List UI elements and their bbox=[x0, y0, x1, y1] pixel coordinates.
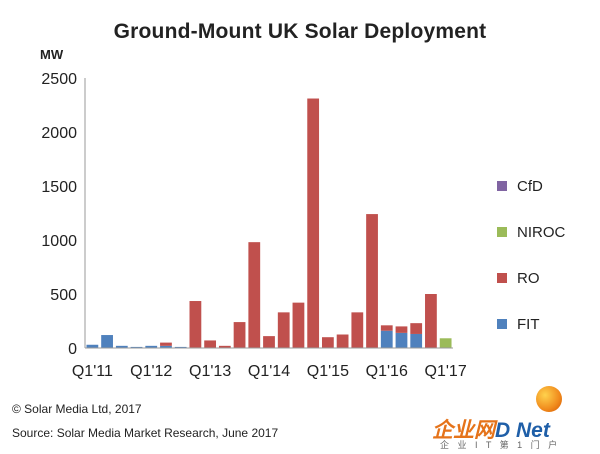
bar-segment-fit bbox=[86, 344, 99, 348]
x-tick-label: Q1'13 bbox=[189, 363, 231, 380]
y-tick-label: 1500 bbox=[41, 179, 77, 196]
bar-segment-fit bbox=[395, 332, 408, 348]
legend-item-cfd: CfD bbox=[497, 176, 543, 196]
bar-segment-ro bbox=[336, 334, 349, 348]
legend-item-ro: RO bbox=[497, 268, 540, 288]
watermark-wordmark: 企业网D Net bbox=[432, 414, 550, 444]
chart-title: Ground-Mount UK Solar Deployment bbox=[113, 20, 487, 43]
x-tick-label: Q1'15 bbox=[307, 363, 349, 380]
x-tick-label: Q1'17 bbox=[425, 363, 467, 380]
legend-swatch-niroc bbox=[497, 227, 507, 237]
bar-segment-fit bbox=[160, 345, 172, 348]
bar-segment-fit bbox=[115, 345, 128, 348]
bar-segment-ro bbox=[292, 302, 305, 348]
bar-segment-ro bbox=[410, 323, 423, 334]
legend-label-ro: RO bbox=[517, 269, 540, 287]
bar-segment-fit bbox=[130, 346, 143, 348]
bar-segment-fit bbox=[380, 330, 393, 348]
bar-segment-ro bbox=[248, 242, 261, 348]
x-tick-label: Q1'14 bbox=[248, 363, 290, 380]
y-tick-label: 2500 bbox=[41, 71, 77, 88]
y-axis-unit-label: MW bbox=[40, 47, 64, 62]
y-tick-label: 1000 bbox=[41, 233, 77, 250]
source-note: Source: Solar Media Market Research, Jun… bbox=[12, 426, 279, 440]
bar-segment-fit bbox=[410, 333, 423, 348]
legend-label-fit: FIT bbox=[517, 315, 540, 333]
bar-segment-fit bbox=[174, 346, 187, 348]
bar-segment-ro bbox=[233, 322, 246, 348]
bar-segment-ro bbox=[366, 214, 378, 348]
bar-segment-ro bbox=[160, 342, 172, 346]
y-tick-label: 2000 bbox=[41, 125, 77, 142]
globe-icon bbox=[536, 386, 562, 412]
watermark-wordmark-right: D Net bbox=[495, 419, 550, 442]
x-tick-label: Q1'16 bbox=[366, 363, 408, 380]
y-tick-label: 500 bbox=[50, 287, 77, 304]
bar-segment-ro bbox=[277, 312, 290, 348]
legend-swatch-cfd bbox=[497, 181, 507, 191]
legend-item-fit: FIT bbox=[497, 314, 540, 334]
bar-segment-ro bbox=[204, 340, 217, 348]
bar-segment-ro bbox=[395, 326, 408, 333]
bar-segment-ro bbox=[189, 301, 202, 348]
copyright-note: © Solar Media Ltd, 2017 bbox=[12, 402, 142, 416]
bar-segment-ro bbox=[351, 312, 364, 348]
bar-segment-ro bbox=[218, 345, 231, 348]
legend-swatch-fit bbox=[497, 319, 507, 329]
bar-segment-ro bbox=[321, 337, 334, 348]
bar-segment-ro bbox=[425, 294, 437, 348]
bar-segment-fit bbox=[145, 345, 158, 348]
legend-item-niroc: NIROC bbox=[497, 222, 565, 242]
bar-segment-niroc bbox=[439, 338, 452, 348]
legend-label-cfd: CfD bbox=[517, 177, 543, 195]
legend-label-niroc: NIROC bbox=[517, 223, 566, 241]
x-tick-label: Q1'12 bbox=[130, 363, 172, 380]
watermark-tagline: 企 业 I T 第 1 门 户 bbox=[440, 440, 561, 450]
watermark-logo: 企业网D Net 企 业 I T 第 1 门 户 bbox=[432, 384, 600, 454]
x-tick-label: Q1'11 bbox=[72, 363, 113, 380]
watermark-wordmark-left: 企业网 bbox=[432, 419, 495, 442]
bar-segment-ro bbox=[307, 98, 320, 349]
y-tick-label: 0 bbox=[68, 341, 77, 358]
bar-segment-ro bbox=[263, 336, 275, 348]
bar-segment-fit bbox=[101, 335, 113, 348]
bar-segment-ro bbox=[380, 325, 393, 331]
legend-swatch-ro bbox=[497, 273, 507, 283]
